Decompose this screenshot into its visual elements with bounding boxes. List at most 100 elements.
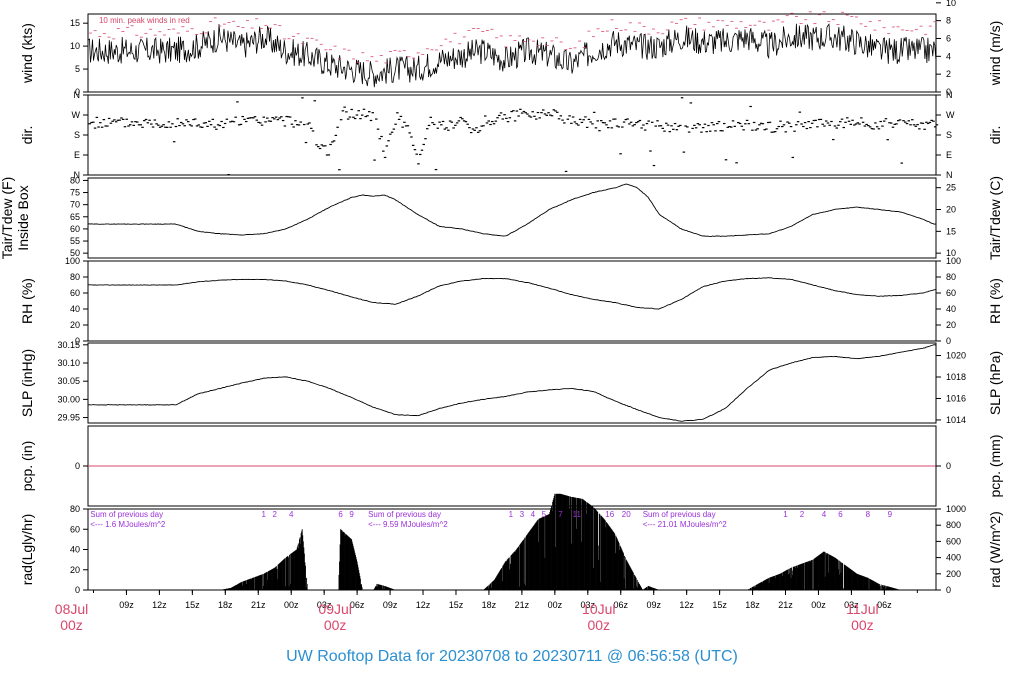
y-tick-label-left-temp: 60 xyxy=(70,224,80,234)
y-tick-label-right-rh: 60 xyxy=(946,288,956,298)
radiation-sum-value: <--- 9.59 MJoules/m^2 xyxy=(368,520,448,529)
radiation-hour-mark: 11 xyxy=(573,510,582,519)
x-tick-label: 18z xyxy=(745,600,760,610)
y-tick-label-left-temp: 80 xyxy=(70,175,80,185)
y-tick-label-right-slp: 1014 xyxy=(946,415,966,425)
y-tick-label-right-dir: S xyxy=(946,130,952,140)
y-tick-label-left-wind: 15 xyxy=(70,18,80,28)
y-tick-label-right-rad: 600 xyxy=(946,536,961,546)
slp-series xyxy=(87,344,936,422)
y-tick-label-left-slp: 30.10 xyxy=(57,358,80,368)
y-tick-label-left-rh: 0 xyxy=(75,336,80,346)
radiation-hour-mark: 4 xyxy=(289,510,294,519)
x-tick-label: 00z xyxy=(548,600,563,610)
y-tick-label-right-rh: 40 xyxy=(946,304,956,314)
y-tick-label-left-rh: 60 xyxy=(70,288,80,298)
chart-title: UW Rooftop Data for 20230708 to 20230711… xyxy=(286,648,738,665)
y-tick-label-right-rh: 80 xyxy=(946,272,956,282)
x-tick-label: 06z xyxy=(877,600,892,610)
radiation-hour-mark: 2 xyxy=(273,510,278,519)
x-day-hour-label: 00z xyxy=(851,617,874,633)
x-day-hour-label: 00z xyxy=(587,617,610,633)
y-tick-label-left-rad: 20 xyxy=(70,565,80,575)
radiation-hour-mark: 1 xyxy=(783,510,788,519)
x-tick-label: 03z xyxy=(844,600,859,610)
y-tick-label-right-rad: 800 xyxy=(946,520,961,530)
x-tick-label: 09z xyxy=(119,600,134,610)
x-day-hour-label: 00z xyxy=(60,617,83,633)
y-tick-label-right-slp: 1018 xyxy=(946,372,966,382)
y-tick-label-left-temp: 50 xyxy=(70,248,80,258)
y-tick-label-left-temp: 75 xyxy=(70,188,80,198)
x-tick-label: 12z xyxy=(152,600,167,610)
y-tick-label-left-slp: 30.00 xyxy=(57,394,80,404)
radiation-hour-mark: 2 xyxy=(800,510,805,519)
rh-series xyxy=(88,277,936,310)
y-axis-label-right-rad: rad (W/m^2) xyxy=(987,511,1003,588)
y-tick-label-left-dir: N xyxy=(74,170,81,180)
wind-speed-series xyxy=(88,23,937,88)
radiation-sum-value: <--- 1.6 MJoules/m^2 xyxy=(90,520,166,529)
radiation-hour-mark: 9 xyxy=(349,510,354,519)
radiation-hour-mark: 8 xyxy=(866,510,871,519)
temp-series xyxy=(87,183,936,237)
x-tick-label: 15z xyxy=(712,600,727,610)
y-tick-label-left-rh: 40 xyxy=(70,304,80,314)
y-tick-label-left-dir: W xyxy=(72,110,81,120)
y-tick-label-right-rh: 20 xyxy=(946,320,956,330)
x-tick-label: 21z xyxy=(778,600,793,610)
radiation-hour-mark: 4 xyxy=(822,510,827,519)
y-axis-label-left-dir: dir. xyxy=(19,126,35,145)
y-tick-label-left-temp: 55 xyxy=(70,236,80,246)
y-axis-label-right-wind: wind (m/s) xyxy=(987,21,1003,87)
x-tick-label: 15z xyxy=(185,600,200,610)
x-day-label: 09Jul xyxy=(318,601,351,617)
y-axis-label-left-temp: Inside Box xyxy=(15,185,31,250)
y-tick-label-right-rad: 200 xyxy=(946,569,961,579)
radiation-sum-label: Sum of previous day xyxy=(368,510,441,519)
y-tick-label-right-temp: 10 xyxy=(946,248,956,258)
y-tick-label-left-rh: 100 xyxy=(65,256,80,266)
wind-annotation: 10 min. peak winds in red xyxy=(99,16,190,25)
y-tick-label-left-rad: 40 xyxy=(70,545,80,555)
y-tick-label-right-slp: 1020 xyxy=(946,351,966,361)
y-axis-label-right-pcp: pcp. (mm) xyxy=(987,435,1003,498)
y-tick-label-right-slp: 1016 xyxy=(946,393,966,403)
y-tick-label-left-rh: 20 xyxy=(70,320,80,330)
radiation-hour-mark: 4 xyxy=(531,510,536,519)
y-axis-label-right-dir: dir. xyxy=(987,126,1003,145)
x-tick-label: 15z xyxy=(449,600,464,610)
y-tick-label-right-wind: 8 xyxy=(946,16,951,26)
x-tick-label: 06z xyxy=(350,600,365,610)
y-tick-label-right-pcp: 0 xyxy=(946,461,951,471)
y-tick-label-left-wind: 0 xyxy=(75,87,80,97)
y-axis-label-left-slp: SLP (inHg) xyxy=(19,349,35,417)
y-axis-label-left-pcp: pcp. (in) xyxy=(19,441,35,492)
x-tick-label: 03z xyxy=(581,600,596,610)
y-axis-label-right-slp: SLP (hPa) xyxy=(987,351,1003,415)
y-tick-label-left-wind: 5 xyxy=(75,64,80,74)
panel-frame-slp xyxy=(87,342,937,424)
radiation-hour-mark: 7 xyxy=(558,510,563,519)
radiation-hour-mark: 5 xyxy=(542,510,547,519)
x-day-label: 11Jul xyxy=(846,601,878,617)
radiation-hour-mark: 16 xyxy=(605,510,614,519)
x-tick-label: 18z xyxy=(218,600,233,610)
y-tick-label-right-rad: 0 xyxy=(946,585,951,595)
x-tick-label: 00z xyxy=(811,600,826,610)
y-tick-label-left-slp: 30.05 xyxy=(57,376,80,386)
y-tick-label-left-dir: E xyxy=(74,150,80,160)
x-tick-label: 21z xyxy=(515,600,530,610)
y-tick-label-right-rh: 0 xyxy=(946,336,951,346)
y-tick-label-left-rad: 0 xyxy=(75,585,80,595)
x-tick-label: 12z xyxy=(416,600,431,610)
radiation-sum-label: Sum of previous day xyxy=(90,510,163,519)
y-tick-label-left-rh: 80 xyxy=(70,272,80,282)
panel-frame-wind xyxy=(87,13,937,93)
y-tick-label-left-rad: 80 xyxy=(70,504,80,514)
radiation-hour-mark: 6 xyxy=(838,510,843,519)
panel-frame-rh xyxy=(87,260,937,342)
radiation-sum-value: <--- 21.01 MJoules/m^2 xyxy=(643,520,728,529)
y-tick-label-right-temp: 15 xyxy=(946,226,956,236)
